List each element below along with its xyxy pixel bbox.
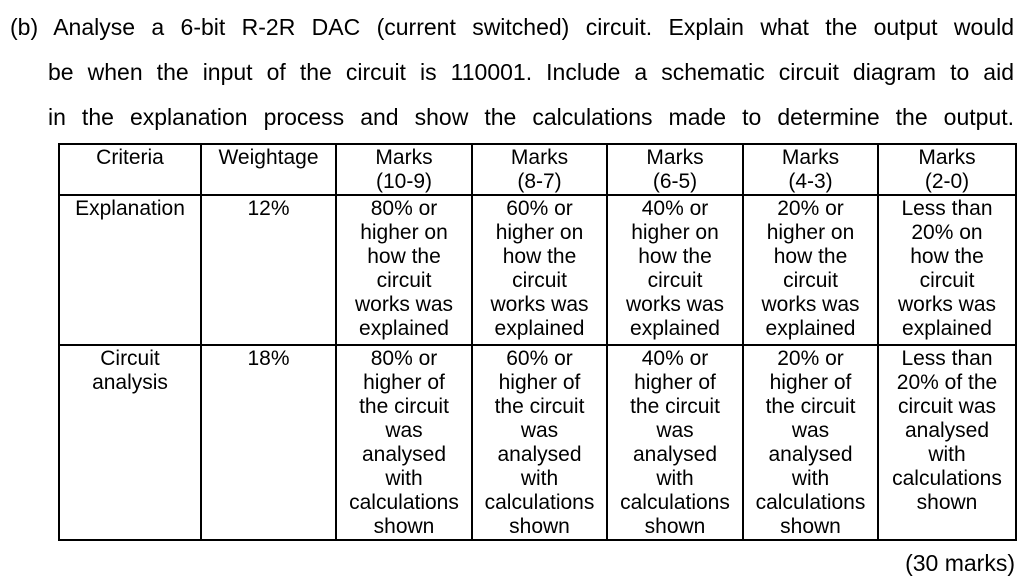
cell-weightage-explanation: 12% [200,194,337,346]
cell-circuit-analysis-marks-6-5: 40% or higher of the circuit was analyse… [606,344,744,541]
cell-explanation-marks-10-9: 80% or higher on how the circuit works w… [335,194,473,346]
cell-circuit-analysis-marks-8-7: 60% or higher of the circuit was analyse… [471,344,608,541]
cell-explanation-marks-4-3: 20% or higher on how the circuit works w… [742,194,879,346]
cell-circuit-analysis-marks-4-3: 20% or higher of the circuit was analyse… [742,344,879,541]
header-cell-criteria: Criteria [58,143,202,196]
cell-circuit-analysis-marks-10-9: 80% or higher of the circuit was analyse… [335,344,473,541]
table-row-explanation: Explanation 12% 80% or higher on how the… [58,194,1017,346]
header-cell-marks-10-9: Marks (10-9) [335,143,473,196]
cell-explanation-marks-2-0: Less than 20% on how the circuit works w… [877,194,1017,346]
cell-circuit-analysis-marks-2-0: Less than 20% of the circuit was analyse… [877,344,1017,541]
question-line-1: (b) Analyse a 6-bit R-2R DAC (current sw… [10,14,1014,40]
table-header-row: Criteria Weightage Marks (10-9) Marks (8… [58,143,1017,196]
table-row-circuit-analysis: Circuit analysis 18% 80% or higher of th… [58,344,1017,541]
header-cell-marks-8-7: Marks (8-7) [471,143,608,196]
cell-weightage-circuit-analysis: 18% [200,344,337,541]
total-marks-label: (30 marks) [905,550,1015,576]
header-cell-marks-4-3: Marks (4-3) [742,143,879,196]
question-line-2: be when the input of the circuit is 1100… [48,59,1014,85]
header-cell-marks-6-5: Marks (6-5) [606,143,744,196]
header-cell-weightage: Weightage [200,143,337,196]
question-text: (b) Analyse a 6-bit R-2R DAC (current sw… [0,0,1024,140]
cell-criteria-circuit-analysis: Circuit analysis [58,344,202,541]
header-cell-marks-2-0: Marks (2-0) [877,143,1017,196]
rubric-table: Criteria Weightage Marks (10-9) Marks (8… [58,143,1017,541]
cell-explanation-marks-8-7: 60% or higher on how the circuit works w… [471,194,608,346]
cell-explanation-marks-6-5: 40% or higher on how the circuit works w… [606,194,744,346]
cell-criteria-explanation: Explanation [58,194,202,346]
question-line-3: in the explanation process and show the … [48,104,1014,130]
